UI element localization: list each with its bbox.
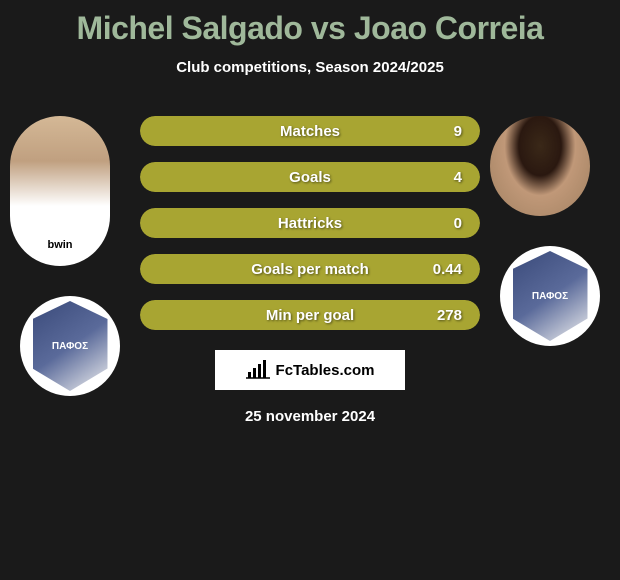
stat-value-right: 4 [454, 169, 462, 186]
badge-shield-icon: ΠΑΦΟΣ [33, 301, 108, 391]
stat-label: Goals per match [251, 261, 369, 278]
subtitle: Club competitions, Season 2024/2025 [0, 59, 620, 76]
stat-value-right: 278 [437, 307, 462, 324]
stat-bar-hattricks: Hattricks 0 [140, 208, 480, 238]
stat-value-right: 0.44 [433, 261, 462, 278]
stat-bar-matches: Matches 9 [140, 116, 480, 146]
stat-bar-goals: Goals 4 [140, 162, 480, 192]
player-left-section [10, 116, 110, 266]
page-title: Michel Salgado vs Joao Correia [0, 0, 620, 47]
stat-label: Goals [289, 169, 331, 186]
badge-shield-icon: ΠΑΦΟΣ [513, 251, 588, 341]
comparison-content: ΠΑΦΟΣ ΠΑΦΟΣ Matches 9 Goals 4 [0, 116, 620, 425]
player2-photo [490, 116, 590, 216]
site-logo-box: FcTables.com [215, 350, 405, 390]
stat-value-right: 9 [454, 123, 462, 140]
stats-bars-container: Matches 9 Goals 4 Hattricks 0 [140, 116, 480, 330]
stat-label: Matches [280, 123, 340, 140]
date-label: 25 november 2024 [0, 408, 620, 425]
player1-photo [10, 116, 110, 266]
stat-bar-min-per-goal: Min per goal 278 [140, 300, 480, 330]
player-right-section [490, 116, 590, 216]
stat-label: Hattricks [278, 215, 342, 232]
player1-club-badge: ΠΑΦΟΣ [20, 296, 120, 396]
chart-bars-icon [246, 360, 270, 380]
logo-text: FcTables.com [276, 362, 375, 379]
player2-club-badge: ΠΑΦΟΣ [500, 246, 600, 346]
stat-value-right: 0 [454, 215, 462, 232]
stat-bar-goals-per-match: Goals per match 0.44 [140, 254, 480, 284]
stat-label: Min per goal [266, 307, 354, 324]
